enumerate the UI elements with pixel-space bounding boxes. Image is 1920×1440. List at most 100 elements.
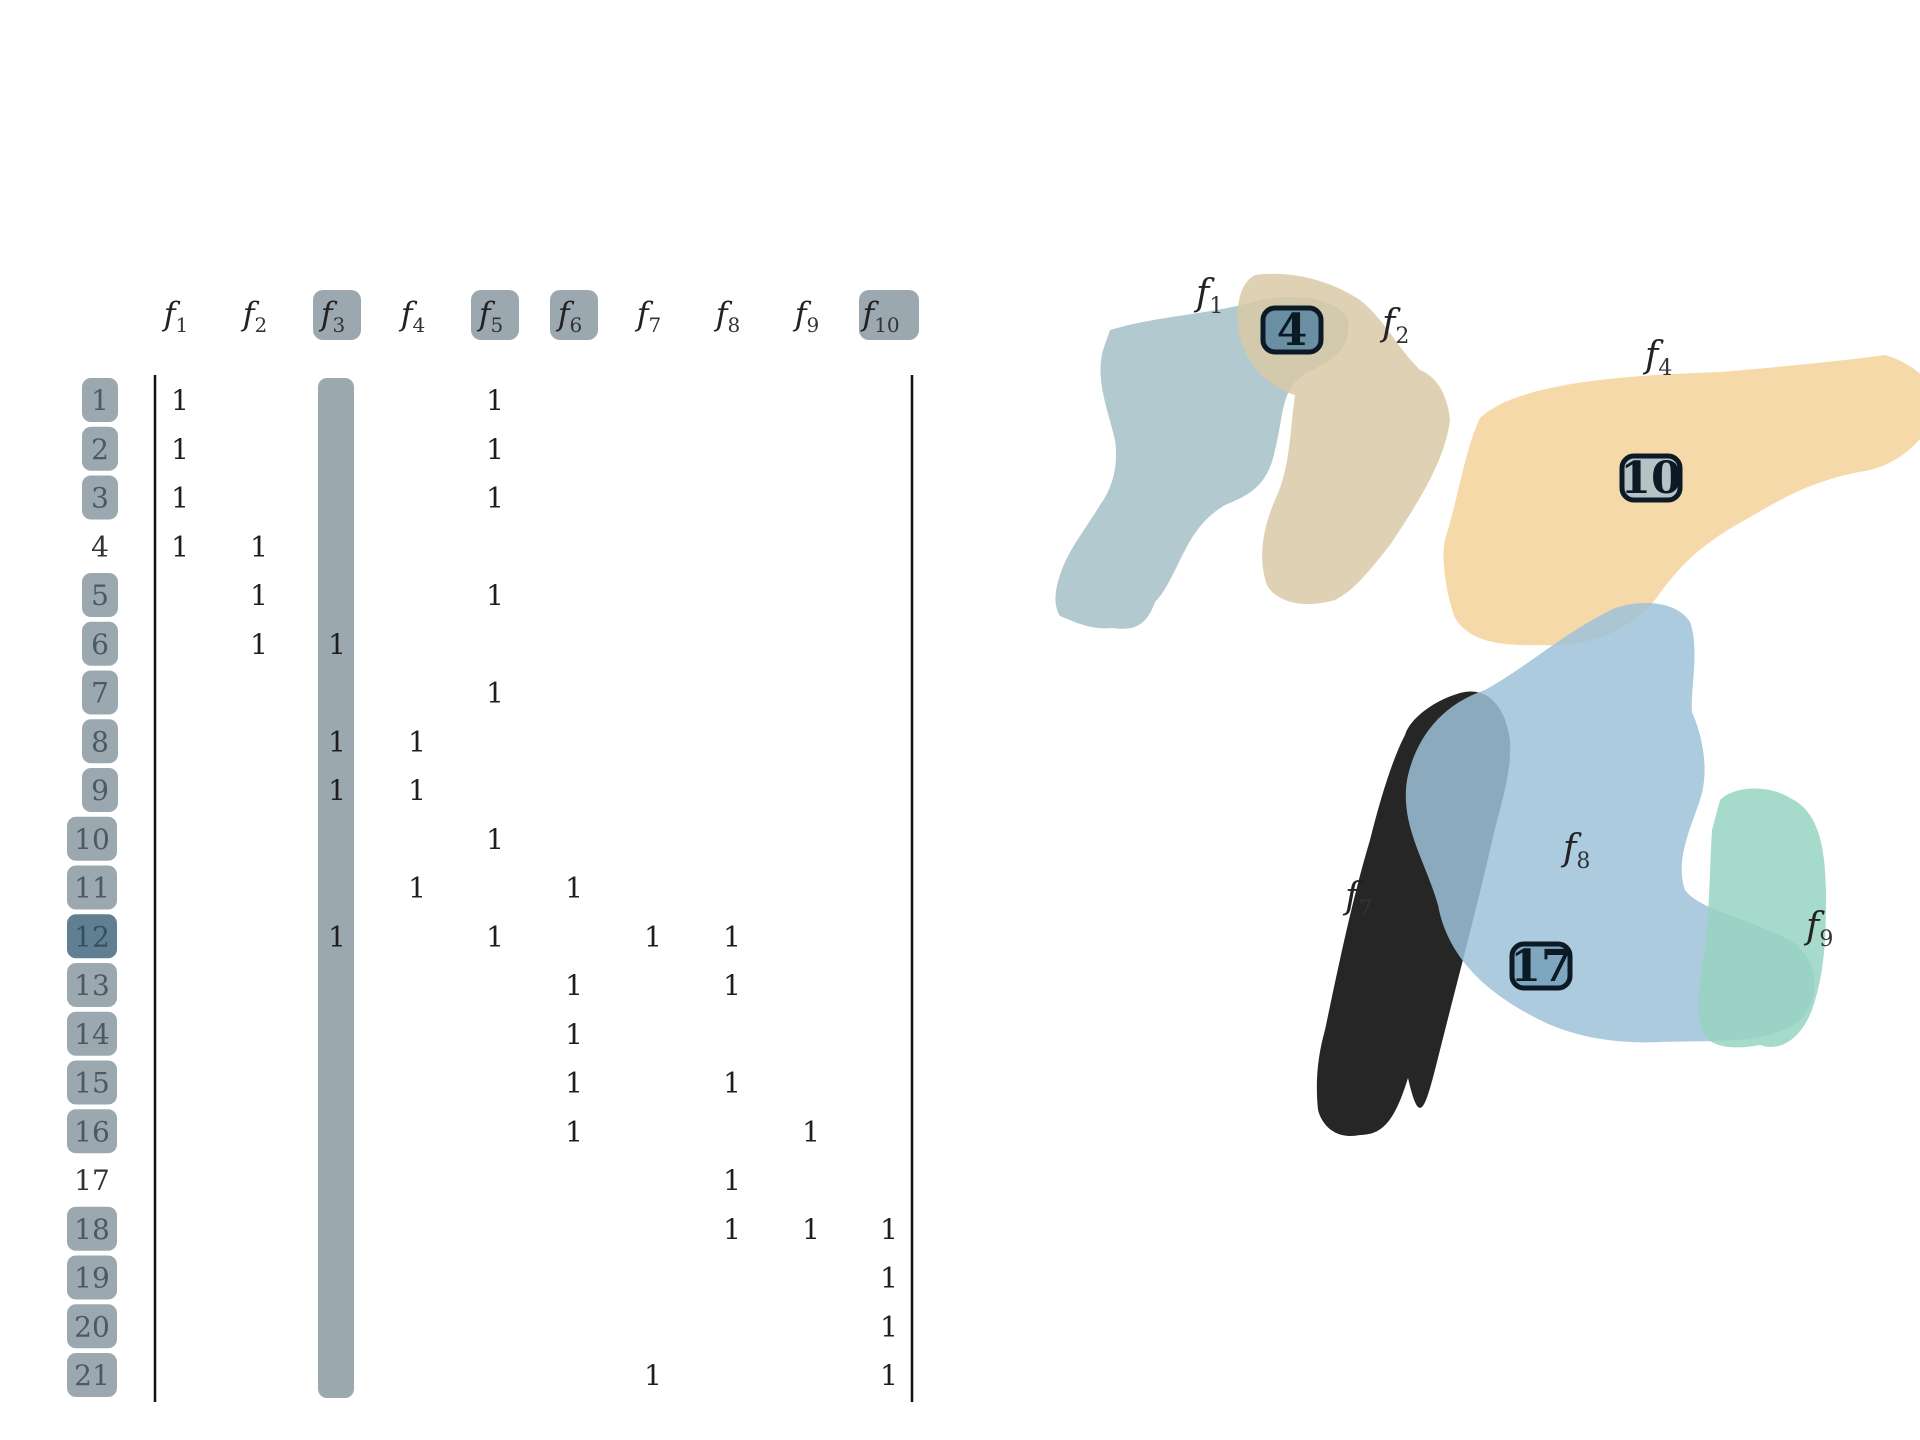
- row-label-text: 9: [91, 774, 109, 807]
- matrix-cell-r18-f9: 1: [802, 1213, 820, 1246]
- matrix-cell-r8-f4: 1: [408, 725, 426, 758]
- matrix-cell-r21-f7: 1: [644, 1359, 662, 1392]
- row-label-text: 4: [91, 530, 109, 563]
- matrix-cell-r10-f5: 1: [486, 823, 504, 856]
- matrix-cell-r12-f7: 1: [644, 920, 662, 953]
- row-label-box: [82, 621, 118, 666]
- column-header-text: f2: [241, 295, 268, 337]
- hyperedge-label-f4: f4: [1642, 335, 1672, 381]
- matrix-cell-r5-f5: 1: [486, 579, 504, 612]
- row-label-18: 18: [67, 1206, 117, 1251]
- matrix-cell-r19-f10: 1: [880, 1262, 898, 1295]
- column-header-text: f8: [714, 295, 741, 337]
- incidence-matrix: f1 f2 f3 f4 f5 f6 f7 f8 f9 f10 123456789101112131…: [67, 290, 919, 1402]
- matrix-cell-r9-f4: 1: [408, 774, 426, 807]
- row-label-10: 10: [67, 816, 117, 861]
- matrix-cell-r2-f5: 1: [486, 433, 504, 466]
- row-label-box: [67, 865, 117, 910]
- matrix-cell-r13-f6: 1: [565, 969, 583, 1002]
- matrix-cell-r14-f6: 1: [565, 1018, 583, 1051]
- row-label-box: [67, 1255, 117, 1300]
- column-header-f5: f5: [471, 290, 519, 340]
- matrix-cell-r12-f5: 1: [486, 920, 504, 953]
- row-label-text: 12: [74, 920, 110, 953]
- column-header-highlight: [471, 290, 519, 340]
- column-header-highlight: [550, 290, 598, 340]
- vertex-17-box: [1509, 941, 1573, 991]
- column-header-f10: f10: [859, 290, 919, 340]
- row-label-text: 17: [74, 1164, 110, 1197]
- matrix-cell-r15-f8: 1: [723, 1067, 741, 1100]
- row-label-box: [82, 768, 118, 812]
- row-label-text: 8: [91, 725, 109, 758]
- row-label-7: 7: [82, 670, 118, 715]
- column-header-f6: f6: [550, 290, 598, 340]
- matrix-cell-r8-f3: 1: [328, 725, 346, 758]
- matrix-cell-r18-f10: 1: [880, 1213, 898, 1246]
- matrix-cell-r15-f6: 1: [565, 1067, 583, 1100]
- row-label-box: [67, 963, 117, 1007]
- vertex-10-label: 10: [1620, 453, 1681, 504]
- row-label-1: 1: [82, 378, 118, 422]
- vertex-10[interactable]: 10: [1619, 453, 1683, 504]
- matrix-cell-r12-f3: 1: [328, 920, 346, 953]
- vertex-4[interactable]: 4: [1260, 305, 1324, 356]
- row-label-5: 5: [82, 573, 118, 617]
- row-label-box: [67, 1206, 117, 1251]
- row-label-box: [67, 1011, 117, 1056]
- hyperedge-f9-region: [1698, 788, 1826, 1048]
- row-label-16: 16: [67, 1109, 117, 1154]
- row-label-12: 12: [67, 914, 117, 959]
- row-label-box: [82, 378, 118, 422]
- vertex-17[interactable]: 17: [1509, 941, 1573, 992]
- column-header-f8: f8: [714, 295, 741, 337]
- row-label-19: 19: [67, 1255, 117, 1300]
- row-label-text: 20: [74, 1310, 110, 1343]
- row-label-text: 3: [91, 482, 109, 515]
- matrix-cell-r2-f1: 1: [171, 433, 189, 466]
- matrix-cell-r4-f1: 1: [171, 530, 189, 563]
- row-label-box: [82, 670, 118, 715]
- row-label-11: 11: [67, 865, 117, 910]
- matrix-cell-r17-f8: 1: [723, 1164, 741, 1197]
- matrix-cell-r16-f9: 1: [802, 1115, 820, 1148]
- column-header-text: f9: [793, 295, 820, 337]
- row-label-box: [67, 1109, 117, 1154]
- column-header-f4: f4: [399, 295, 426, 337]
- row-label-text: 1: [91, 384, 109, 417]
- row-label-text: 18: [74, 1213, 110, 1246]
- matrix-cell-r9-f3: 1: [328, 774, 346, 807]
- column-header-highlight: [313, 290, 361, 340]
- matrix-cell-r16-f6: 1: [565, 1115, 583, 1148]
- row-label-text: 13: [74, 969, 110, 1002]
- row-label-17: 17: [74, 1164, 110, 1197]
- row-label-15: 15: [67, 1060, 117, 1105]
- column-header-text: f7: [635, 295, 662, 337]
- row-label-2: 2: [82, 426, 118, 471]
- row-label-8: 8: [82, 719, 118, 764]
- row-label-13: 13: [67, 963, 117, 1007]
- matrix-cell-r4-f2: 1: [250, 530, 268, 563]
- vertex-17-label: 17: [1510, 941, 1571, 992]
- matrix-cell-r1-f1: 1: [171, 384, 189, 417]
- column-header-f3: f3: [313, 290, 361, 340]
- row-label-box: [67, 1060, 117, 1105]
- column-header-f9: f9: [793, 295, 820, 337]
- row-label-text: 15: [74, 1067, 110, 1100]
- matrix-cell-r12-f8: 1: [723, 920, 741, 953]
- column-header-highlight: [859, 290, 919, 340]
- hyperedge-f2-region: [1237, 273, 1450, 605]
- column-header-text: f1: [162, 295, 189, 337]
- vertex-4-box: [1260, 305, 1324, 355]
- row-label-text: 16: [74, 1115, 110, 1148]
- matrix-cell-r6-f3: 1: [328, 628, 346, 661]
- vertex-10-box: [1619, 453, 1683, 503]
- row-label-21: 21: [67, 1353, 117, 1397]
- column-header-text: f4: [399, 295, 426, 337]
- matrix-cell-r7-f5: 1: [486, 677, 504, 710]
- column-headers: f1 f2 f3 f4 f5 f6 f7 f8 f9 f10: [162, 290, 919, 340]
- matrix-cell-r21-f10: 1: [880, 1359, 898, 1392]
